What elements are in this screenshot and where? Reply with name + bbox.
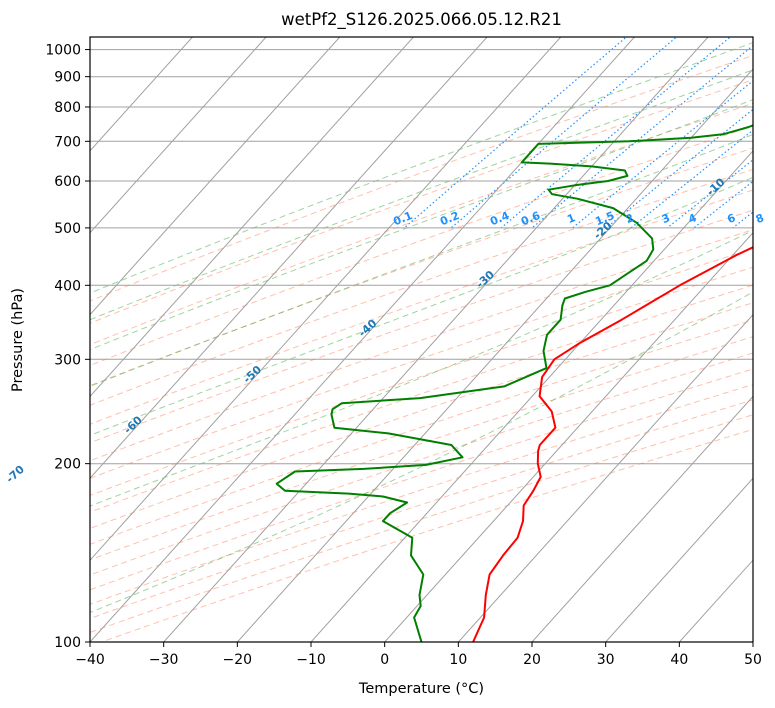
isotherm-line — [90, 37, 267, 234]
isotherm-line — [384, 231, 753, 642]
y-axis-tick-label: 800 — [54, 100, 81, 116]
isotherm-line — [310, 150, 753, 642]
chart-title: wetPf2_S126.2025.066.05.12.R21 — [281, 10, 562, 30]
dewpoint-profile-line — [275, 124, 753, 642]
mixing-ratio-line — [403, 37, 628, 229]
x-axis-tick-label: −20 — [223, 652, 253, 668]
plot-series — [275, 124, 753, 642]
dry-adiabat-line — [90, 399, 753, 620]
dry-adiabat-line — [90, 54, 753, 302]
mixing-ratio-label: 8 — [754, 211, 766, 226]
isotherm-line — [605, 477, 753, 642]
moist-adiabat-line — [90, 176, 753, 436]
isotherm-line — [236, 68, 753, 642]
y-axis-tick-label: 500 — [54, 221, 81, 237]
y-axis-title: Pressure (hPa) — [10, 288, 26, 392]
dry-adiabat-line — [90, 229, 753, 462]
isotherm-line — [457, 313, 753, 642]
moist-adiabat-line — [90, 291, 753, 614]
isotherm-line — [531, 395, 753, 642]
dry-adiabat-line — [90, 147, 753, 387]
isotherm-line — [90, 37, 636, 642]
dry-adiabat-line — [90, 319, 753, 545]
y-axis-tick-label: 1000 — [45, 43, 81, 59]
dry-adiabat-line — [90, 302, 753, 529]
dry-adiabat-line — [90, 189, 753, 425]
y-axis-tick-label: 700 — [54, 134, 81, 150]
mixing-ratio-line — [572, 79, 753, 229]
mixing-ratio-label: 1 — [565, 211, 577, 226]
mixing-ratio-label: 10 — [773, 210, 775, 228]
x-axis-tick-label: 40 — [670, 652, 688, 668]
x-axis-tick-label: 20 — [523, 652, 541, 668]
dry-adiabat-line — [90, 168, 753, 406]
y-axis-tick-label: 100 — [54, 635, 81, 651]
x-axis-tick-label: 30 — [597, 652, 615, 668]
axes: −40 −30 −20 −10 0 10 20 30 40 50 1000 900 800 700 600 5… — [45, 43, 762, 668]
plot-grid — [90, 37, 753, 642]
dry-adiabat-line — [90, 414, 753, 633]
dry-adiabat-line — [90, 336, 753, 561]
x-axis-tick-label: 0 — [380, 652, 389, 668]
y-axis-tick-label: 300 — [54, 352, 81, 368]
mixing-ratio-label: 3 — [660, 211, 672, 226]
isotherm-line — [90, 37, 488, 480]
isotherm-line — [90, 37, 562, 561]
temperature-profile-line — [472, 246, 753, 642]
y-axis-tick-label: 400 — [54, 278, 81, 294]
isotherm-line — [163, 37, 709, 642]
x-axis-tick-label: 50 — [744, 652, 762, 668]
x-axis-tick-label: 10 — [449, 652, 467, 668]
mixing-ratio-line — [450, 37, 678, 229]
x-axis-title: Temperature (°C) — [358, 681, 484, 697]
mixing-ratio-line — [500, 37, 732, 229]
dry-adiabat-line — [90, 79, 753, 324]
x-axis-tick-label: −40 — [75, 652, 105, 668]
dry-adiabat-line — [90, 384, 753, 605]
isotherm-line — [90, 37, 194, 152]
y-axis-tick-label: 900 — [54, 70, 81, 86]
isotherm-line — [90, 37, 341, 316]
y-axis-tick-label: 600 — [54, 174, 81, 190]
x-axis-tick-label: −10 — [296, 652, 326, 668]
mixing-ratio-label: 2 — [624, 211, 636, 226]
plot-frame — [89, 36, 754, 643]
mixing-ratio-line — [531, 44, 753, 229]
dry-adiabat-line — [90, 209, 753, 444]
isotherm-line — [90, 37, 415, 398]
x-axis-tick-label: −30 — [149, 652, 179, 668]
y-axis-tick-label: 200 — [54, 457, 81, 473]
